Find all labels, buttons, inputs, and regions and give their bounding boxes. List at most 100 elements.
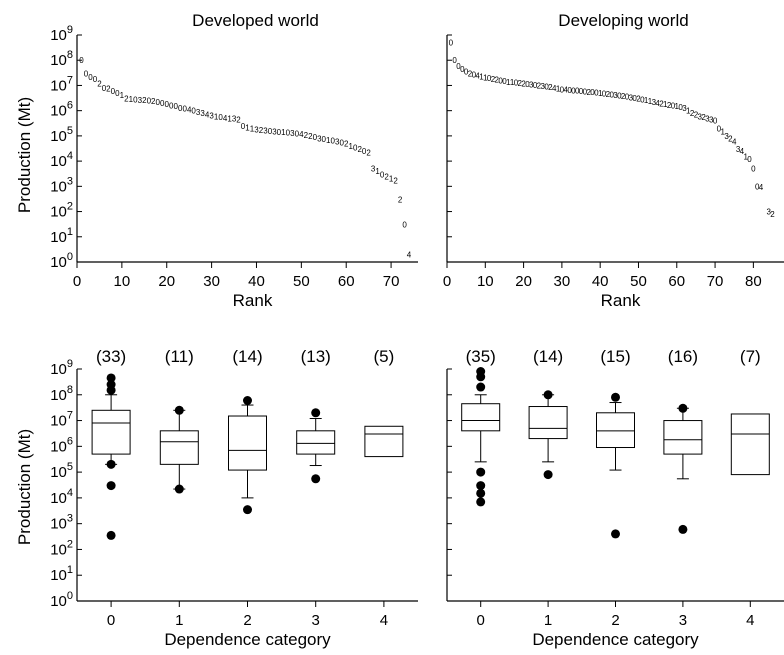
- right-scatter-x-tick-label: 60: [668, 273, 685, 290]
- left-scatter-point: 0: [178, 104, 183, 113]
- left-scatter-y-tick-label: 104: [50, 150, 73, 170]
- left-scatter-point: 2: [384, 172, 389, 181]
- right-scatter-x-axis-title: Rank: [601, 291, 641, 310]
- right-box-x-tick-label: 1: [544, 612, 552, 629]
- left-scatter-x-axis-title: Rank: [233, 291, 273, 310]
- right-scatter-point: 3: [705, 114, 710, 123]
- left-scatter-point: 2: [344, 139, 349, 148]
- right-box-outlier: [476, 382, 486, 392]
- left-scatter-point: 0: [286, 129, 291, 138]
- right-scatter-point: 1: [483, 73, 488, 82]
- right-scatter-point: 4: [655, 99, 660, 108]
- right-scatter-point: 0: [594, 89, 599, 98]
- right-box-outlier: [476, 488, 486, 498]
- right-box-outlier: [476, 467, 486, 477]
- left-scatter-x-tick-label: 30: [203, 273, 220, 290]
- left-scatter-x-tick-label: 40: [248, 273, 265, 290]
- right-scatter-point: 1: [479, 72, 484, 81]
- right-scatter-point: 4: [552, 84, 557, 93]
- left-box-outlier: [106, 530, 116, 540]
- left-box-y-tick-label: 104: [50, 487, 73, 507]
- left-box-outlier: [106, 459, 116, 469]
- right-box-box: [596, 412, 635, 449]
- right-scatter-point: 2: [728, 134, 733, 143]
- left-scatter-y-tick-label: 109: [50, 24, 73, 44]
- left-scatter-x-tick-label: 60: [338, 273, 355, 290]
- left-scatter-point: 1: [375, 167, 380, 176]
- right-scatter-point: 2: [690, 109, 695, 118]
- left-box-outlier: [106, 380, 116, 390]
- right-scatter-point: 0: [713, 117, 718, 126]
- left-box-y-tick-label: 109: [50, 358, 73, 378]
- right-scatter-point: 0: [456, 62, 461, 71]
- right-scatter-point: 0: [544, 83, 549, 92]
- right-scatter-point: 2: [667, 101, 672, 110]
- right-scatter-point: 0: [590, 88, 595, 97]
- left-box-y-tick-label: 102: [50, 538, 73, 558]
- right-box-outlier: [476, 481, 486, 491]
- left-box-count-label: (5): [374, 347, 395, 366]
- left-box-x-tick-label: 4: [380, 612, 388, 629]
- left-scatter-point: 2: [393, 177, 398, 186]
- right-scatter-point: 4: [759, 183, 764, 192]
- left-scatter-point: 1: [214, 112, 219, 121]
- left-scatter-point: 3: [196, 108, 201, 117]
- right-scatter-point: 2: [548, 83, 553, 92]
- right-scatter-point: 4: [732, 137, 737, 146]
- left-scatter-point: 1: [227, 114, 232, 123]
- left-box-outlier: [174, 484, 184, 494]
- right-scatter-x-tick-label: 70: [707, 273, 724, 290]
- left-box-x-tick-label: 3: [312, 612, 320, 629]
- left-scatter-point: 0: [241, 122, 246, 131]
- left-scatter-y-tick-label: 108: [50, 49, 73, 69]
- left-scatter-point: 0: [268, 127, 273, 136]
- left-scatter-point: 0: [277, 128, 282, 137]
- left-scatter-x-tick-label: 50: [293, 273, 310, 290]
- left-box-count-label: (33): [96, 347, 126, 366]
- left-scatter-point: 1: [245, 123, 250, 132]
- right-scatter-point: 0: [671, 102, 676, 111]
- right-scatter-point: 1: [510, 78, 515, 87]
- left-box-count-label: (14): [232, 347, 262, 366]
- left-scatter-y-tick-label: 102: [50, 201, 73, 221]
- right-scatter-point: 0: [533, 81, 538, 90]
- left-scatter-point: 2: [398, 196, 403, 205]
- left-scatter-point: 0: [93, 75, 98, 84]
- left-scatter-point: 0: [218, 113, 223, 122]
- left-scatter-point: 0: [402, 221, 407, 230]
- left-scatter-x-tick-label: 20: [158, 273, 175, 290]
- right-scatter-point: 0: [502, 77, 507, 86]
- right-scatter-point: 0: [640, 95, 645, 104]
- right-scatter-point: 0: [472, 71, 477, 80]
- right-box-x-tick-label: 4: [746, 612, 754, 629]
- left-scatter-point: 3: [317, 134, 322, 143]
- bottom-y-axis-title: Production (Mt): [15, 429, 34, 545]
- left-scatter-point: 4: [187, 106, 192, 115]
- left-scatter-point: 0: [160, 99, 165, 108]
- right-scatter-point: 2: [518, 79, 523, 88]
- left-scatter-point: 3: [290, 129, 295, 138]
- left-scatter-y-tick-label: 106: [50, 100, 73, 120]
- right-scatter-point: 2: [636, 95, 641, 104]
- right-scatter-point: 3: [698, 112, 703, 121]
- right-scatter-point: 1: [644, 96, 649, 105]
- left-scatter-point: 0: [339, 138, 344, 147]
- left-box-box: [228, 415, 267, 471]
- right-scatter-point: 0: [625, 93, 630, 102]
- right-scatter-point: 2: [694, 111, 699, 120]
- right-box-outlier: [476, 366, 486, 376]
- left-scatter-point: 0: [313, 133, 318, 142]
- right-scatter-point: 0: [583, 87, 588, 96]
- left-scatter-point: 0: [182, 105, 187, 114]
- right-scatter-point: 0: [449, 39, 454, 48]
- left-scatter-point: 2: [106, 85, 111, 94]
- left-scatter-point: 2: [304, 131, 309, 140]
- right-scatter-point: 2: [495, 76, 500, 85]
- right-scatter-point: 3: [629, 93, 634, 102]
- right-scatter-point: 3: [682, 104, 687, 113]
- right-box-count-label: (16): [668, 347, 698, 366]
- right-scatter-point: 1: [506, 78, 511, 87]
- left-scatter-point: 2: [236, 115, 241, 124]
- left-scatter-point: 1: [389, 175, 394, 184]
- left-scatter-point: 1: [129, 95, 134, 104]
